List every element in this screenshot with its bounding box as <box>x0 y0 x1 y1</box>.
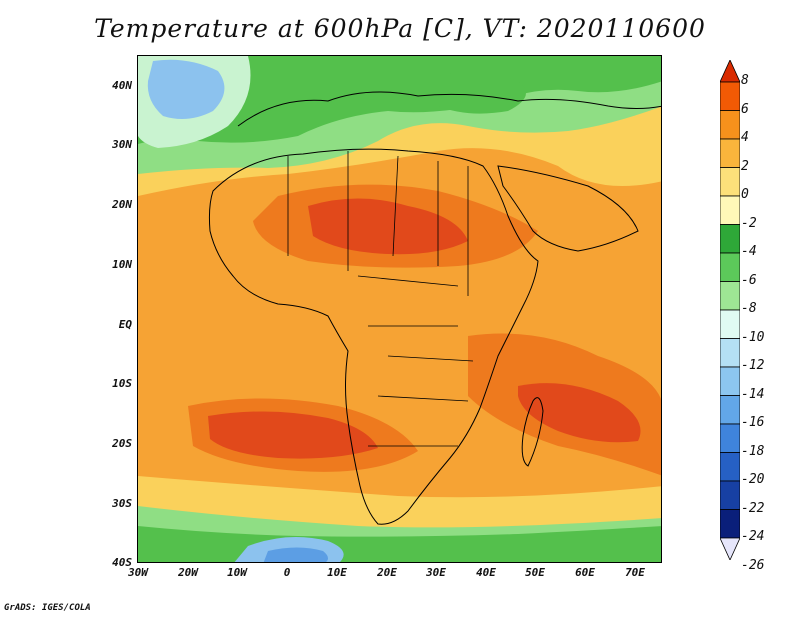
lon-label-10e: 10E <box>327 566 347 579</box>
colorbar-tick-label: -20 <box>741 472 765 487</box>
lon-label-10w: 10W <box>227 566 247 579</box>
colorbar-tick-label: 6 <box>741 101 749 117</box>
colorbar-tick-label: -2 <box>741 215 757 231</box>
colorbar-swatch <box>720 480 740 510</box>
lon-label-0: 0 <box>283 566 291 579</box>
colorbar-top-triangle <box>720 60 740 83</box>
colorbar-tick-label: 0 <box>741 187 749 202</box>
lat-label-40n: 40N <box>112 79 132 92</box>
colorbar-swatch <box>720 81 740 111</box>
lat-label-40s: 40S <box>112 556 132 569</box>
country-borders <box>287 151 474 447</box>
map-canvas <box>138 56 661 562</box>
colorbar-tick-label: -18 <box>741 443 765 459</box>
colorbar-swatch <box>720 224 740 254</box>
indian-hot <box>518 383 641 443</box>
lat-label-30n: 30N <box>112 138 132 151</box>
lon-label-20e: 20E <box>377 566 397 579</box>
south-atlantic-hot <box>208 411 378 459</box>
africa-coastline <box>208 148 539 525</box>
colorbar-bottom-triangle <box>720 537 740 560</box>
temperature-map <box>137 55 662 563</box>
lon-label-20w: 20W <box>178 566 198 579</box>
south-colder-blue <box>263 547 328 562</box>
lon-label-30w: 30W <box>128 566 148 579</box>
lon-label-40e: 40E <box>476 566 496 579</box>
colorbar-tick-label: -14 <box>741 386 765 402</box>
lon-label-60e: 60E <box>575 566 595 579</box>
colorbar-swatch <box>720 509 740 539</box>
colorbar-swatch <box>720 138 740 168</box>
lon-label-30e: 30E <box>426 566 446 579</box>
map-title: Temperature at 600hPa [C], VT: 202011060… <box>94 14 706 43</box>
colorbar-tick-label: -10 <box>741 329 765 345</box>
colorbar-swatch <box>720 452 740 482</box>
colorbar-swatch <box>720 110 740 140</box>
colorbar-tick-label: 4 <box>741 130 749 145</box>
colorbar-tick-label: -6 <box>741 272 757 288</box>
north-green-patch-east <box>438 72 526 114</box>
colorbar-swatch <box>720 167 740 197</box>
north-cold-blue <box>147 59 225 120</box>
lat-label-30s: 30S <box>112 497 132 510</box>
lat-label-20s: 20S <box>112 437 132 450</box>
lat-label-10n: 10N <box>112 258 132 271</box>
colorbar-tick-label: -26 <box>741 557 765 573</box>
colorbar-swatch <box>720 395 740 425</box>
colorbar-tick-label: -22 <box>741 500 765 516</box>
colorbar-tick-label: -12 <box>741 358 765 373</box>
colorbar-swatch <box>720 338 740 368</box>
colorbar-swatch <box>720 366 740 396</box>
colorbar-tick-label: -16 <box>741 415 765 430</box>
north-green-dark <box>138 56 661 144</box>
colorbar-swatch <box>720 252 740 282</box>
grads-credit: GrADS: IGES/COLA <box>4 603 91 613</box>
madagascar-outline <box>521 397 544 467</box>
arabian-peninsula <box>497 165 639 252</box>
colorbar <box>720 60 740 560</box>
colorbar-swatch <box>720 281 740 311</box>
colorbar-tick-label: -24 <box>741 529 765 544</box>
lat-label-10s: 10S <box>112 377 132 390</box>
lon-label-50e: 50E <box>525 566 545 579</box>
europe-coast <box>237 91 661 127</box>
colorbar-swatch <box>720 423 740 453</box>
colorbar-tick-label: -4 <box>741 244 757 259</box>
colorbar-swatch <box>720 195 740 225</box>
lon-label-70e: 70E <box>625 566 645 579</box>
colorbar-tick-label: 2 <box>741 158 749 174</box>
lat-label-20n: 20N <box>112 198 132 211</box>
colorbar-swatch <box>720 309 740 339</box>
lat-label-eq: EQ <box>118 318 132 331</box>
colorbar-tick-label: -8 <box>741 301 757 316</box>
colorbar-tick-label: 8 <box>741 73 749 88</box>
